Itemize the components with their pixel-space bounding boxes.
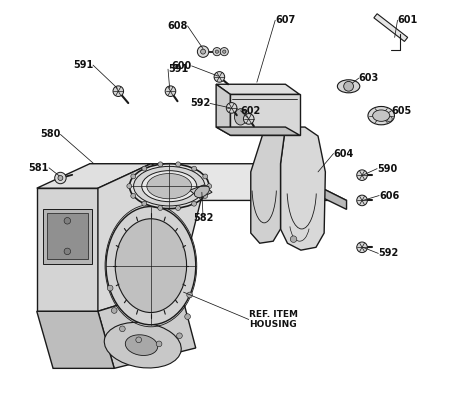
Ellipse shape [125, 335, 158, 355]
Circle shape [175, 206, 181, 211]
Polygon shape [43, 209, 92, 264]
Circle shape [136, 337, 141, 343]
Ellipse shape [104, 322, 181, 368]
Circle shape [58, 175, 63, 180]
Text: 601: 601 [397, 15, 418, 25]
Polygon shape [98, 164, 204, 311]
Circle shape [203, 193, 208, 198]
Polygon shape [216, 127, 300, 135]
Circle shape [156, 341, 162, 347]
Polygon shape [47, 213, 88, 259]
Polygon shape [230, 94, 300, 135]
Circle shape [201, 49, 206, 54]
Circle shape [113, 86, 123, 97]
Ellipse shape [106, 207, 196, 325]
Polygon shape [280, 127, 325, 250]
Circle shape [207, 184, 211, 189]
Polygon shape [98, 286, 196, 369]
Circle shape [107, 285, 113, 291]
Circle shape [214, 72, 225, 82]
Text: 581: 581 [29, 163, 49, 173]
Text: 604: 604 [333, 148, 354, 159]
Polygon shape [90, 164, 151, 209]
Ellipse shape [337, 80, 360, 93]
Ellipse shape [194, 185, 210, 198]
Circle shape [203, 174, 208, 179]
Text: 582: 582 [193, 213, 213, 222]
Text: 607: 607 [275, 15, 296, 25]
Polygon shape [273, 164, 347, 209]
Polygon shape [37, 164, 151, 188]
Circle shape [344, 81, 353, 91]
Polygon shape [251, 127, 285, 243]
Polygon shape [37, 188, 98, 311]
Ellipse shape [373, 110, 390, 121]
Polygon shape [216, 84, 300, 94]
Polygon shape [37, 311, 114, 369]
Circle shape [55, 172, 66, 184]
Ellipse shape [130, 164, 209, 209]
Circle shape [213, 47, 221, 56]
Text: 608: 608 [167, 21, 188, 31]
Text: 600: 600 [171, 61, 192, 71]
Ellipse shape [368, 106, 394, 125]
Polygon shape [216, 84, 230, 135]
Circle shape [220, 47, 228, 56]
Text: 603: 603 [359, 73, 379, 83]
Text: 606: 606 [379, 191, 399, 200]
Circle shape [131, 174, 136, 179]
Circle shape [158, 206, 163, 211]
Text: 592: 592 [190, 99, 210, 108]
Circle shape [64, 218, 70, 224]
Circle shape [142, 201, 147, 206]
Text: 602: 602 [241, 106, 261, 116]
Ellipse shape [235, 109, 247, 125]
Text: 591: 591 [168, 64, 188, 74]
Circle shape [142, 166, 147, 171]
Text: 605: 605 [391, 106, 412, 116]
Circle shape [185, 314, 191, 319]
Circle shape [64, 248, 70, 255]
Circle shape [357, 170, 368, 180]
Ellipse shape [142, 171, 197, 202]
Circle shape [192, 166, 197, 171]
Text: 592: 592 [378, 248, 399, 258]
Circle shape [386, 116, 392, 122]
Ellipse shape [147, 173, 192, 199]
Circle shape [127, 184, 132, 189]
Circle shape [290, 236, 297, 243]
Circle shape [131, 193, 136, 198]
Circle shape [215, 50, 219, 53]
Circle shape [357, 195, 368, 206]
Circle shape [244, 114, 254, 124]
Text: 580: 580 [40, 129, 61, 139]
Circle shape [158, 162, 163, 167]
Ellipse shape [115, 219, 186, 312]
Circle shape [120, 326, 125, 332]
Circle shape [175, 162, 181, 167]
Text: REF. ITEM
HOUSING: REF. ITEM HOUSING [249, 310, 298, 329]
Circle shape [111, 308, 117, 313]
Circle shape [357, 242, 368, 253]
Circle shape [165, 86, 176, 97]
Text: 590: 590 [377, 164, 397, 174]
Text: 591: 591 [73, 60, 93, 70]
Polygon shape [190, 185, 212, 198]
Circle shape [197, 46, 209, 57]
Polygon shape [90, 164, 347, 200]
Circle shape [226, 103, 237, 113]
Circle shape [176, 333, 182, 339]
Circle shape [187, 292, 193, 298]
Ellipse shape [133, 166, 205, 206]
Circle shape [192, 201, 196, 206]
Circle shape [223, 50, 226, 53]
Polygon shape [374, 14, 408, 41]
